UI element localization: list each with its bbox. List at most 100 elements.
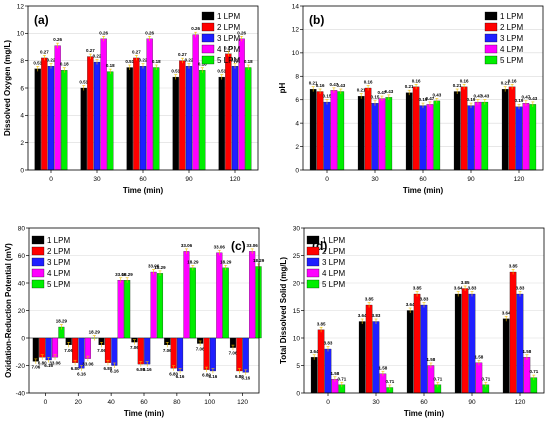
data-label: 3.85 xyxy=(317,321,326,326)
bar-4-lpm-0 xyxy=(330,90,338,171)
data-label: 0.27 xyxy=(178,52,187,57)
data-label: 0.21 xyxy=(453,83,462,88)
bar-4-lpm-90 xyxy=(192,34,199,171)
bar-3-lpm-40 xyxy=(111,337,118,366)
bar-2-lpm-120 xyxy=(225,53,232,171)
bar-3-lpm-90 xyxy=(467,105,475,171)
data-label: 33.06 xyxy=(214,244,226,249)
legend-label: 3 LPM xyxy=(500,34,523,43)
data-label: 0.71 xyxy=(337,376,346,381)
data-label: 6.16 xyxy=(241,375,250,380)
legend-swatch xyxy=(201,33,215,43)
bar-3-lpm-120 xyxy=(516,293,524,394)
legend-label: 1 LPM xyxy=(217,12,240,21)
data-label: 7.06 xyxy=(229,351,238,356)
y-tick-label: 8 xyxy=(20,58,24,65)
bar-2-lpm-120 xyxy=(236,337,243,372)
bar-1-lpm-120 xyxy=(501,89,509,171)
bar-5-lpm-0 xyxy=(61,70,68,171)
data-label: 1.58 xyxy=(379,365,388,370)
x-tick-label: 0 xyxy=(325,176,329,183)
panel-label: (a) xyxy=(34,13,49,27)
legend-swatch xyxy=(31,257,45,267)
x-tick-label: 120 xyxy=(237,399,248,406)
bar-2-lpm-0 xyxy=(41,57,48,171)
bar-5-lpm-100 xyxy=(222,267,229,339)
data-label: 6.80 xyxy=(136,367,145,372)
x-tick-label: 60 xyxy=(420,399,428,406)
bar-1-lpm-30 xyxy=(80,87,87,171)
bar-1-lpm-90 xyxy=(172,76,179,171)
legend-swatch xyxy=(201,11,215,21)
legend-swatch xyxy=(484,33,498,43)
bar-3-lpm-0 xyxy=(45,337,52,361)
data-label: 33.06 xyxy=(49,360,61,365)
data-label: 0.16 xyxy=(508,78,517,83)
bar-3-lpm-30 xyxy=(372,321,380,394)
data-label: 0.43 xyxy=(480,94,489,99)
y-tick-label: 14 xyxy=(292,3,300,10)
x-tick-label: 0 xyxy=(44,399,48,406)
y-axis-label: Total Dissolved Solid (mg/L) xyxy=(279,257,288,364)
x-tick-label: 100 xyxy=(204,399,215,406)
legend-label: 2 LPM xyxy=(47,247,70,256)
y-tick-label: -20 xyxy=(16,363,26,370)
data-label: 7.06 xyxy=(130,345,139,350)
data-label: 0.21 xyxy=(357,88,366,93)
data-label: 3.64 xyxy=(454,286,463,291)
legend-label: 5 LPM xyxy=(217,56,240,65)
y-tick-label: 30 xyxy=(293,225,301,232)
legend-swatch xyxy=(31,246,45,256)
legend-swatch xyxy=(201,44,215,54)
data-label: 1.58 xyxy=(427,357,436,362)
y-tick-label: 20 xyxy=(18,308,26,315)
data-label: 0.27 xyxy=(132,49,141,54)
data-label: 6.80 xyxy=(104,366,113,371)
data-label: 18.29 xyxy=(154,265,166,270)
legend-swatch xyxy=(31,235,45,245)
y-tick-label: -40 xyxy=(16,390,26,397)
data-label: 0.15 xyxy=(371,95,380,100)
data-label: 0.18 xyxy=(244,59,253,64)
bar-5-lpm-30 xyxy=(107,71,114,171)
data-label: 0.26 xyxy=(237,30,246,35)
y-tick-label: 20 xyxy=(293,280,301,287)
data-label: 33.06 xyxy=(247,243,259,248)
data-label: 7.06 xyxy=(31,364,40,369)
data-label: 7.06 xyxy=(196,347,205,352)
data-label: 33.06 xyxy=(82,362,94,367)
data-label: 0.43 xyxy=(384,89,393,94)
bar-5-lpm-0 xyxy=(337,91,345,171)
bar-4-lpm-20 xyxy=(84,337,91,359)
data-label: 3.85 xyxy=(365,297,374,302)
data-label: 18.29 xyxy=(187,259,199,264)
data-label: 7.06 xyxy=(97,348,106,353)
data-label: 0.27 xyxy=(224,45,233,50)
bar-4-lpm-100 xyxy=(216,252,223,339)
bar-2-lpm-90 xyxy=(179,60,186,171)
data-label: 0.22 xyxy=(231,58,240,63)
legend-swatch xyxy=(31,268,45,278)
data-label: 6.16 xyxy=(77,371,86,376)
legend-label: 5 LPM xyxy=(47,280,70,289)
data-label: 0.22 xyxy=(93,54,102,59)
bar-3-lpm-100 xyxy=(209,337,216,372)
data-label: 33.06 xyxy=(181,243,193,248)
bar-1-lpm-0 xyxy=(32,337,39,362)
bar-3-lpm-30 xyxy=(93,61,101,171)
bar-1-lpm-60 xyxy=(405,92,413,171)
data-label: 0.43 xyxy=(432,92,441,97)
x-tick-label: 60 xyxy=(139,176,147,183)
chart-panel-c: -40 -20 0 20 40 60 80 7.06 7.06 7.06 7.06 7.06 7.06 7… xyxy=(4,225,265,418)
data-label: 3.83 xyxy=(324,341,333,346)
bar-2-lpm-90 xyxy=(461,288,469,394)
bar-4-lpm-30 xyxy=(378,98,386,171)
bar-4-lpm-30 xyxy=(100,38,107,171)
data-label: 33.06 xyxy=(115,272,127,277)
bar-3-lpm-90 xyxy=(468,293,476,394)
data-label: 18.29 xyxy=(56,319,68,324)
bar-3-lpm-30 xyxy=(371,103,379,171)
legend-label: 1 LPM xyxy=(47,236,70,245)
data-label: 18.29 xyxy=(89,330,101,335)
